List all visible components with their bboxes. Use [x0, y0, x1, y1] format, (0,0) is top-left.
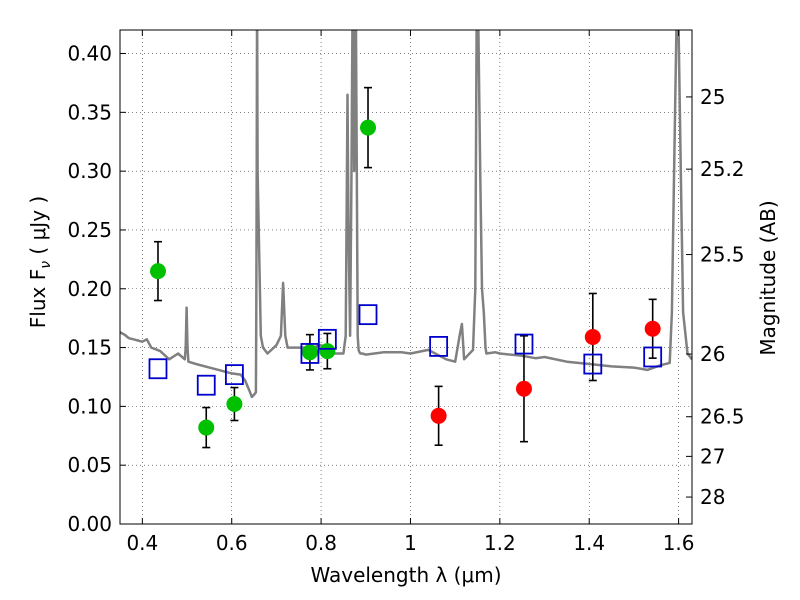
nir_detections-point [430, 407, 447, 424]
y-tick-label: 0.00 [67, 512, 112, 536]
y-tick-label: 0.20 [67, 277, 112, 301]
model_photometry-square [300, 343, 320, 364]
model_photometry-square [317, 328, 337, 350]
y2-axis-label: Magnitude (AB) [756, 200, 780, 355]
detections-point [319, 343, 336, 360]
detections-point [301, 344, 318, 361]
y2-tick-label: 26.5 [700, 405, 745, 429]
detections-point [149, 263, 166, 280]
y-axis-label-unit: ( μJy ) [26, 196, 50, 261]
plot-background [120, 30, 692, 524]
x-tick-label: 1.4 [573, 531, 605, 555]
x-tick-label: 1.6 [663, 531, 695, 555]
x-tick-label: 0.4 [126, 531, 158, 555]
y2-tick-label: 25.5 [700, 243, 745, 267]
model_photometry-square [224, 364, 244, 386]
y2-tick-label: 25 [700, 85, 725, 109]
nir_detections-point [644, 320, 661, 337]
markers-layer [148, 86, 663, 449]
detections-point [226, 396, 243, 413]
y-tick-label: 0.10 [67, 394, 112, 418]
y-tick-label: 0.35 [67, 100, 112, 124]
detections-point [360, 119, 377, 136]
model_photometry-square [583, 353, 603, 375]
y-tick-label: 0.15 [67, 336, 112, 360]
detections-point [198, 419, 215, 436]
y2-tick-label: 28 [700, 485, 725, 509]
y-axis-label: Flux Fν ( μJy ) [26, 196, 54, 328]
nir_detections-point [515, 380, 532, 397]
x-tick-label: 0.6 [216, 531, 248, 555]
y-tick-label: 0.30 [67, 159, 112, 183]
y-tick-label: 0.05 [67, 453, 112, 477]
y-tick-label: 0.40 [67, 42, 112, 66]
x-tick-label: 1 [404, 531, 417, 555]
plot-frame [119, 29, 693, 525]
model_photometry-square [429, 335, 449, 357]
x-tick-label: 1.2 [484, 531, 516, 555]
y2-tick-label: 25.2 [700, 157, 745, 181]
y-axis-label-main: Flux F [26, 269, 50, 328]
model_photometry-square [148, 358, 168, 380]
model_photometry-square [514, 333, 534, 355]
x-tick-label: 0.8 [305, 531, 337, 555]
nir_detections-point [584, 328, 601, 345]
y2-tick-label: 27 [700, 444, 725, 468]
y-axis-label-subscript: ν [38, 261, 54, 269]
y-tick-label: 0.25 [67, 218, 112, 242]
model_photometry-square [358, 304, 378, 326]
axes-layer: 0.4 0.6 0.8 1 1.2 1.4 1.6 0.00 0.05 0.10 0.15 0.20 0… [67, 30, 745, 555]
model_photometry-square [643, 346, 663, 368]
x-axis-label: Wavelength λ (μm) [310, 563, 501, 587]
model_photometry-square [196, 374, 216, 396]
y2-tick-label: 26 [700, 342, 725, 366]
